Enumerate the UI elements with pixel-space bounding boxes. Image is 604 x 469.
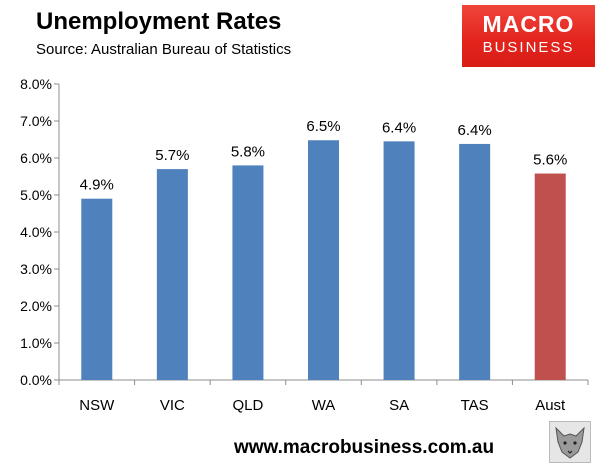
data-label: 5.8% (231, 143, 265, 160)
x-tick-label: SA (389, 397, 409, 414)
data-label: 6.5% (306, 118, 340, 135)
bar-wa (308, 140, 339, 380)
x-tick-label: WA (312, 397, 336, 414)
data-label: 6.4% (458, 122, 492, 139)
x-tick-label: Aust (535, 397, 566, 414)
bar-qld (232, 165, 264, 380)
y-tick-label: 8.0% (20, 76, 52, 92)
bar-tas (459, 143, 491, 380)
y-tick-label: 4.0% (20, 224, 52, 240)
chart-title: Unemployment Rates (36, 8, 282, 35)
x-tick-label: NSW (79, 397, 115, 414)
bar-nsw (81, 198, 113, 380)
macrobusiness-logo: MACRO BUSINESS (462, 5, 595, 67)
bar-aust (534, 173, 566, 380)
y-tick-label: 3.0% (20, 261, 52, 277)
data-label: 6.4% (382, 119, 416, 136)
logo-line-1: MACRO (482, 11, 575, 37)
footer-url: www.macrobusiness.com.au (234, 437, 495, 458)
x-tick-label: TAS (461, 397, 489, 414)
bar-sa (383, 141, 415, 380)
x-tick-label: VIC (160, 397, 185, 414)
y-tick-label: 5.0% (20, 187, 52, 203)
x-tick-label: QLD (233, 397, 264, 414)
chart-subtitle: Source: Australian Bureau of Statistics (36, 41, 292, 58)
y-tick-label: 6.0% (20, 150, 52, 166)
y-tick-label: 7.0% (20, 113, 52, 129)
fox-mascot-icon (549, 421, 591, 463)
logo-line-2: BUSINESS (482, 39, 575, 56)
data-label: 5.7% (155, 147, 189, 164)
y-tick-label: 1.0% (20, 335, 52, 351)
y-tick-label: 0.0% (20, 372, 52, 388)
data-label: 5.6% (533, 152, 567, 169)
data-label: 4.9% (80, 177, 114, 194)
y-tick-label: 2.0% (20, 298, 52, 314)
bar-vic (156, 169, 188, 380)
